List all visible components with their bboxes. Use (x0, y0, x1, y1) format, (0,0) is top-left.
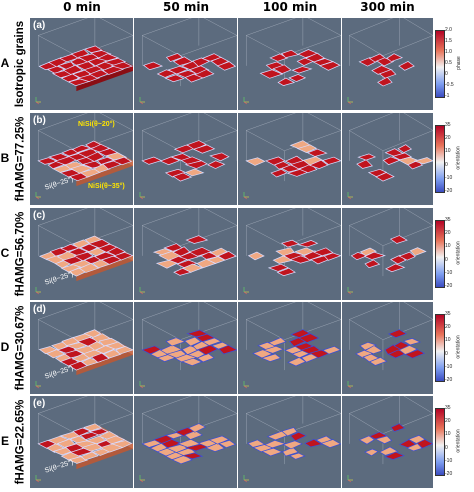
row-label-d: fHAMG=30.67% (14, 305, 26, 391)
colorbar-gradient (435, 220, 445, 288)
column-header-0min: 0 min (63, 0, 101, 14)
colorbar-tick: 0 (445, 444, 448, 451)
row-letter-e: E (0, 434, 9, 448)
colorbar-gradient (435, 30, 445, 98)
column-header-100min: 100 min (262, 0, 318, 14)
simulation-panel-b-2 (238, 113, 341, 205)
colorbar-tick: 10 (445, 148, 451, 155)
colorbar-tick: 35 (445, 405, 451, 411)
simulation-panel-d-0: (d) Si(θ~25°) (30, 302, 133, 394)
simulation-panel-a-0: (a) (30, 18, 133, 110)
simulation-panel-e-3 (342, 396, 433, 488)
colorbar-tick: -1 (445, 93, 450, 99)
panel-tag: (d) (33, 304, 46, 315)
colorbar-tick: -20 (445, 188, 453, 194)
row-letter-b: B (0, 151, 10, 165)
colorbar-tick: 10 (445, 337, 451, 344)
row-label-a: Isotropic grains (14, 20, 26, 108)
colorbar-tick: -10 (445, 457, 453, 464)
colorbar-tick: 1.5 (445, 38, 452, 44)
simulation-panel-d-3 (342, 302, 433, 394)
colorbar-b: 35 20 10 0 -10 -20 orientation (433, 113, 474, 205)
simulation-panel-e-2 (238, 396, 341, 488)
annotation-nisi-35: NiSi(θ~35°) (88, 183, 125, 190)
colorbar-gradient (435, 408, 445, 476)
simulation-panel-c-3 (342, 208, 433, 300)
colorbar-title: orientation (455, 429, 462, 453)
column-header-300min: 300 min (360, 0, 415, 14)
row-label-c: fHAMG=56.70% (14, 211, 26, 297)
colorbar-e: 35 20 10 0 -10 -20 orientation (433, 396, 474, 488)
colorbar-tick: -20 (445, 377, 453, 383)
colorbar-tick: -10 (445, 363, 453, 370)
simulation-panel-e-1 (134, 396, 237, 488)
row-letter-a: A (0, 56, 10, 70)
colorbar-tick: 0 (445, 256, 448, 263)
colorbar-tick: 0 (445, 161, 448, 168)
simulation-panel-a-1 (134, 18, 237, 110)
panel-tag: (b) (33, 115, 46, 126)
colorbar-tick: 0 (445, 350, 448, 357)
colorbar-tick: 0.5 (445, 60, 452, 66)
colorbar-gradient (435, 125, 445, 193)
colorbar-tick: 35 (445, 217, 451, 223)
colorbar-title: orientation (455, 146, 462, 170)
colorbar-tick: 0 (445, 71, 448, 77)
colorbar-tick: 20 (445, 418, 451, 425)
panel-tag: (e) (33, 398, 46, 409)
colorbar-tick: 35 (445, 122, 451, 128)
row-label-e: fHAMG=22.65% (14, 399, 26, 485)
row-label-b: fHAMG=77.25% (14, 116, 26, 202)
row-letter-d: D (0, 340, 10, 354)
annotation-nisi-20: NiSi(θ~20°) (78, 121, 115, 128)
simulation-panel-a-3 (342, 18, 433, 110)
colorbar-tick: 10 (445, 431, 451, 438)
colorbar-tick: 20 (445, 324, 451, 331)
simulation-panel-b-0: (b) NiSi(θ~20°) NiSi(θ~35°) Si(θ~25°) (30, 113, 133, 205)
colorbar-tick: 35 (445, 311, 451, 317)
simulation-panel-c-0: (c) Si(θ~25°) (30, 208, 133, 300)
colorbar-tick: -10 (445, 174, 453, 181)
panel-tag: (c) (33, 210, 46, 221)
colorbar-title: orientation (455, 241, 462, 265)
simulation-panel-d-1 (134, 302, 237, 394)
column-header-50min: 50 min (162, 0, 210, 14)
colorbar-a: 2.0 1.5 1.0 0.5 0 -0.5 -1 phase (433, 18, 474, 110)
simulation-panel-b-1 (134, 113, 237, 205)
colorbar-tick: -20 (445, 471, 453, 477)
colorbar-tick: 2.0 (445, 27, 452, 33)
simulation-panel-b-3 (342, 113, 433, 205)
simulation-panel-e-0: (e) Si(θ~25°) (30, 396, 133, 488)
panel-tag: (a) (33, 20, 46, 31)
row-letter-c: C (0, 246, 10, 260)
colorbar-tick: -20 (445, 283, 453, 289)
colorbar-title: orientation (455, 335, 462, 359)
colorbar-tick: 10 (445, 243, 451, 250)
colorbar-d: 35 20 10 0 -10 -20 orientation (433, 302, 474, 394)
simulation-panel-d-2 (238, 302, 341, 394)
colorbar-tick: 20 (445, 230, 451, 237)
simulation-panel-c-1 (134, 208, 237, 300)
colorbar-title: phase (455, 56, 462, 70)
simulation-panel-a-2 (238, 18, 341, 110)
colorbar-tick: -10 (445, 269, 453, 276)
colorbar-tick: 20 (445, 135, 451, 142)
simulation-panel-c-2 (238, 208, 341, 300)
colorbar-tick: -0.5 (445, 82, 454, 88)
colorbar-c: 35 20 10 0 -10 -20 orientation (433, 208, 474, 300)
colorbar-gradient (435, 314, 445, 382)
colorbar-tick: 1.0 (445, 49, 452, 55)
